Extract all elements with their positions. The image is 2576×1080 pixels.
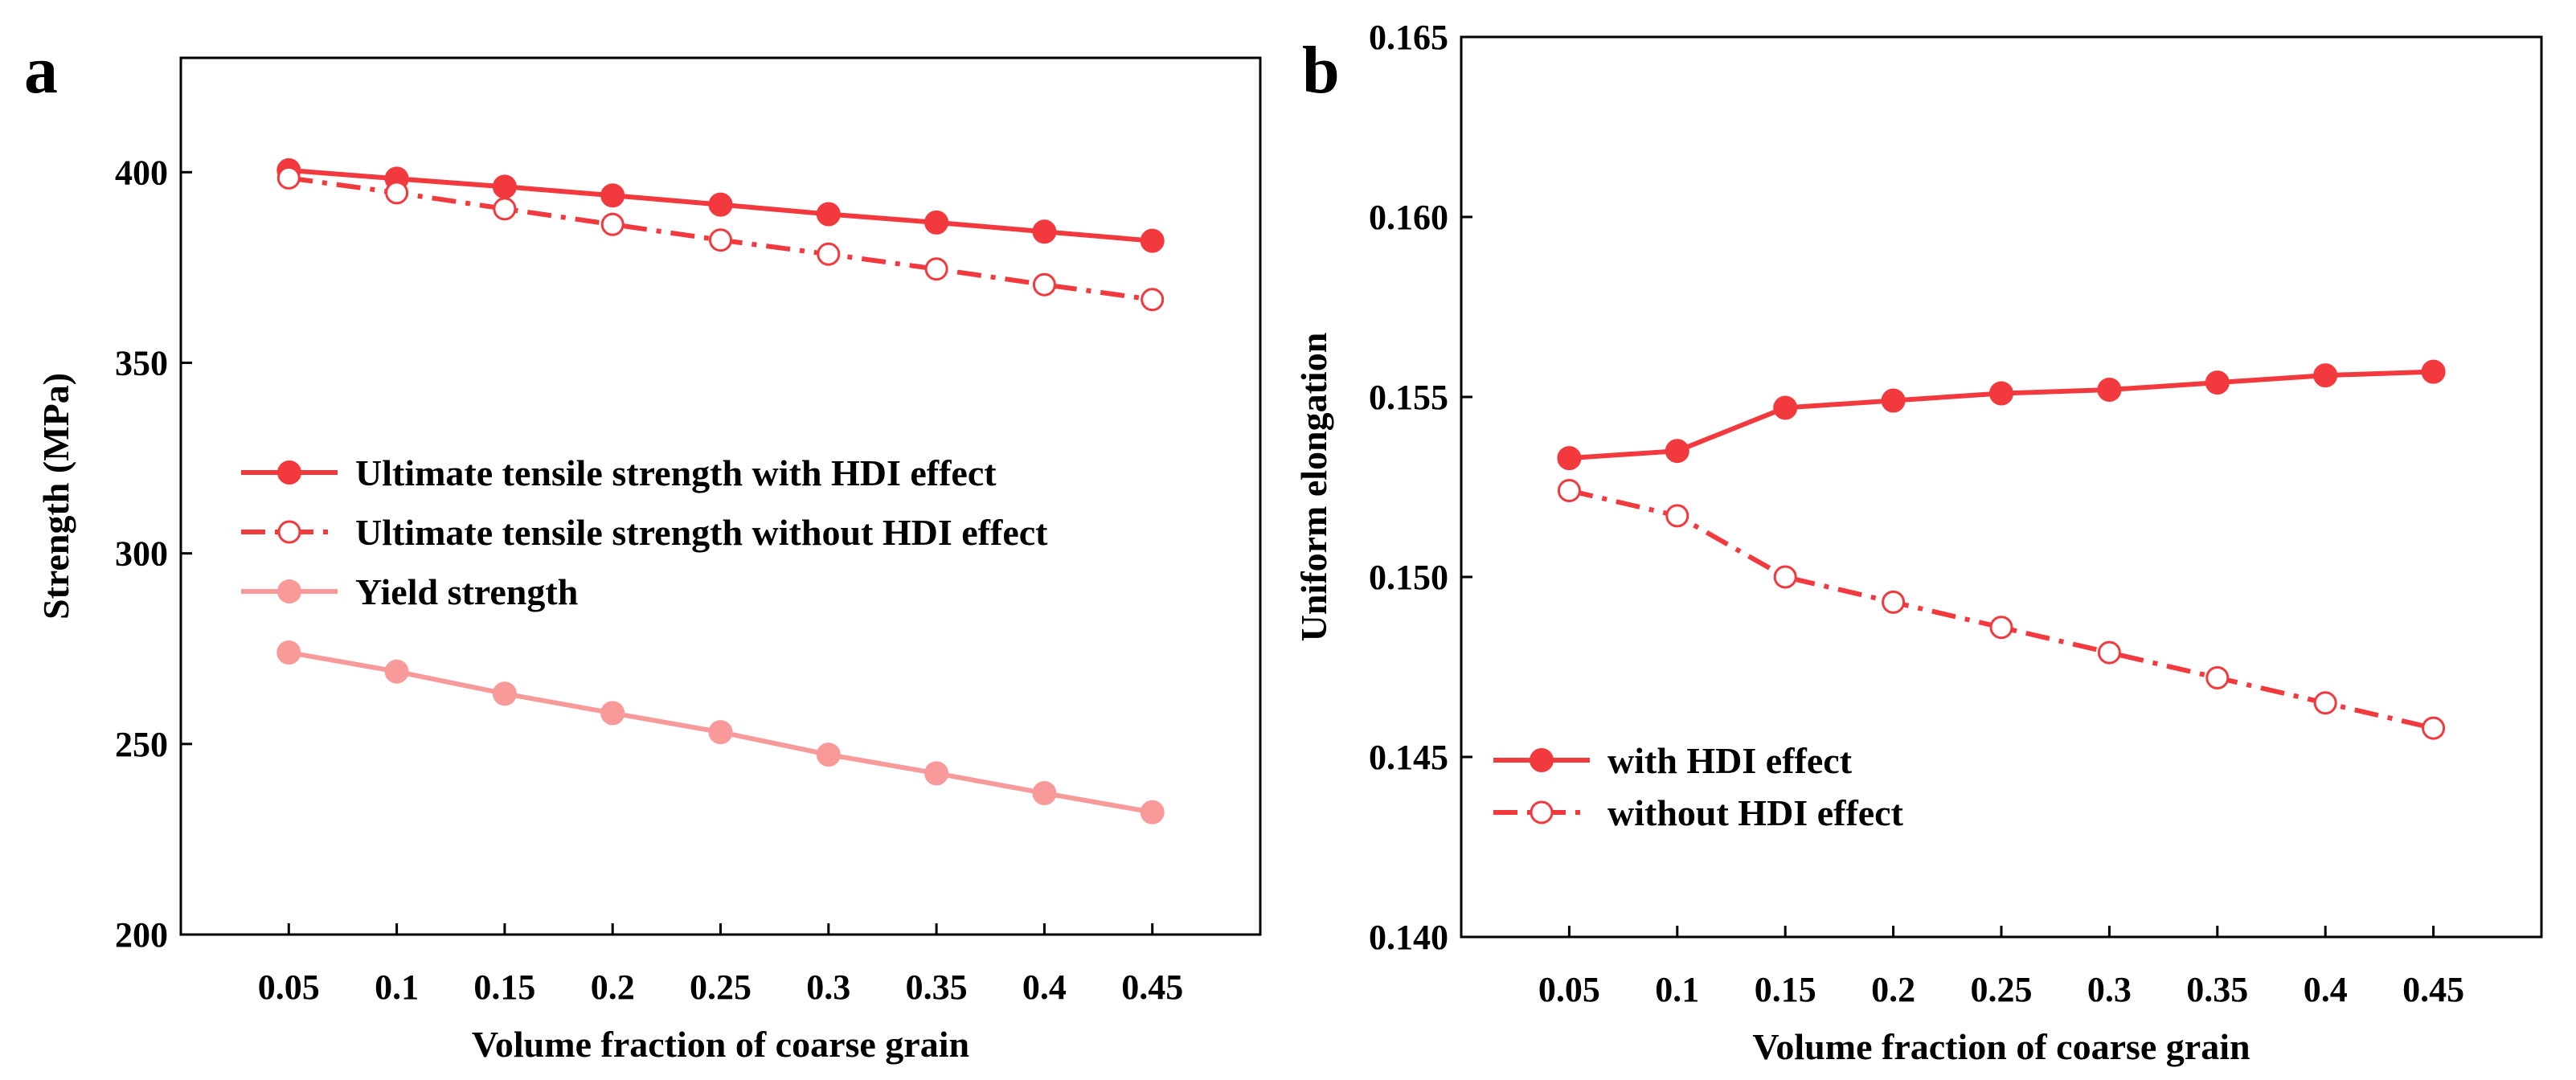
data-point [816, 742, 841, 767]
data-point [816, 202, 841, 227]
series-1 [1557, 359, 2446, 471]
data-point [1032, 272, 1056, 297]
y-axis-label: Uniform elongation [1293, 333, 1334, 642]
series-2 [276, 166, 1165, 312]
data-point [600, 212, 625, 236]
legend-label: Ultimate tensile strength with HDI effec… [355, 452, 997, 493]
data-point [708, 720, 733, 745]
legend: Ultimate tensile strength with HDI effec… [241, 452, 1048, 612]
x-axis-label: Volume fraction of coarse grain [472, 1024, 969, 1065]
x-tick-label: 0.4 [2304, 970, 2348, 1009]
x-tick-label: 0.1 [375, 968, 419, 1007]
y-tick-label: 400 [115, 153, 168, 192]
data-point [1140, 800, 1165, 824]
data-point [600, 183, 625, 208]
x-axis-label: Volume fraction of coarse grain [1752, 1026, 2250, 1067]
y-tick-label: 350 [115, 343, 168, 382]
panel-label: a [24, 33, 58, 108]
x-tick-label: 0.35 [906, 968, 968, 1007]
data-point [1140, 228, 1165, 253]
legend-marker [1530, 800, 1554, 824]
data-point [1989, 381, 2013, 406]
x-tick-label: 0.3 [2087, 970, 2132, 1009]
y-tick-label: 250 [115, 725, 168, 764]
x-tick-label: 0.1 [1655, 970, 1699, 1009]
data-point [708, 192, 733, 217]
legend-label: with HDI effect [1607, 740, 1853, 781]
data-point [276, 166, 301, 190]
x-tick-label: 0.45 [1121, 968, 1183, 1007]
data-point [492, 681, 517, 706]
x-tick-label: 0.15 [473, 968, 535, 1007]
x-tick-label: 0.35 [2186, 970, 2248, 1009]
legend-label: Yield strength [355, 571, 578, 612]
data-point [924, 761, 949, 786]
data-point [600, 701, 625, 726]
legend-marker [277, 579, 301, 603]
data-point [1557, 478, 1581, 502]
y-tick-label: 300 [115, 534, 168, 574]
y-tick-label: 0.155 [1369, 378, 1448, 417]
data-point [2422, 716, 2446, 740]
data-point [1773, 395, 1798, 420]
y-tick-label: 0.165 [1369, 18, 1448, 57]
panel-b: b 0.140 0.145 0.150 0.155 0.160 0.165 0.05 0.1 0.… [1293, 18, 2543, 1067]
y-tick-label: 200 [115, 915, 168, 955]
data-point [493, 197, 517, 221]
data-point [1141, 288, 1165, 312]
y-tick-label: 0.150 [1369, 558, 1448, 597]
data-point [384, 659, 409, 684]
y-tick-label: 0.145 [1369, 738, 1448, 777]
data-point [2097, 378, 2122, 403]
data-point [1773, 565, 1797, 589]
data-point [2097, 640, 2121, 665]
data-point [276, 640, 301, 665]
legend-label: without HDI effect [1607, 792, 1904, 833]
data-point [924, 210, 949, 235]
data-point [1032, 781, 1057, 806]
data-point [2313, 363, 2338, 388]
data-point [2421, 359, 2446, 384]
data-point [385, 181, 409, 205]
data-point [924, 257, 948, 281]
x-tick-label: 0.4 [1022, 968, 1067, 1007]
y-axis-label: Strength (MPa) [35, 373, 76, 620]
panel-a: a 200 250 300 350 400 0.05 0.1 0.15 0.2 0.25 0.3 0.3… [24, 33, 1262, 1065]
series-2 [1557, 478, 2446, 740]
data-point [1989, 616, 2013, 640]
data-point [1665, 504, 1689, 528]
x-tick-label: 0.45 [2402, 970, 2464, 1009]
y-tick-label: 0.140 [1369, 918, 1448, 957]
x-tick-label: 0.3 [806, 968, 850, 1007]
data-point [1032, 219, 1057, 244]
x-tick-label: 0.15 [1755, 970, 1816, 1009]
legend: with HDI effect without HDI effect [1493, 740, 1904, 833]
data-point [1665, 439, 1689, 464]
x-tick-label: 0.25 [690, 968, 752, 1007]
legend-marker [277, 460, 301, 485]
x-tick-label: 0.05 [1538, 970, 1600, 1009]
data-point [2205, 665, 2230, 689]
data-point [1881, 388, 1906, 413]
x-tick-label: 0.25 [1971, 970, 2033, 1009]
data-point [492, 174, 517, 199]
legend-marker [277, 520, 301, 544]
series-line [1568, 488, 2435, 731]
panel-label: b [1302, 33, 1340, 108]
x-tick-label: 0.2 [1871, 970, 1915, 1009]
legend-marker [1530, 748, 1554, 772]
y-tick-label: 0.160 [1369, 198, 1448, 237]
legend-label: Ultimate tensile strength without HDI ef… [355, 512, 1048, 553]
data-point [709, 228, 732, 252]
series-3 [276, 640, 1165, 824]
data-point [2205, 370, 2230, 395]
data-point [1557, 446, 1582, 471]
data-point [1882, 590, 1906, 614]
data-point [817, 242, 841, 266]
x-tick-label: 0.05 [258, 968, 320, 1007]
data-point [2313, 691, 2337, 715]
x-tick-label: 0.2 [591, 968, 635, 1007]
